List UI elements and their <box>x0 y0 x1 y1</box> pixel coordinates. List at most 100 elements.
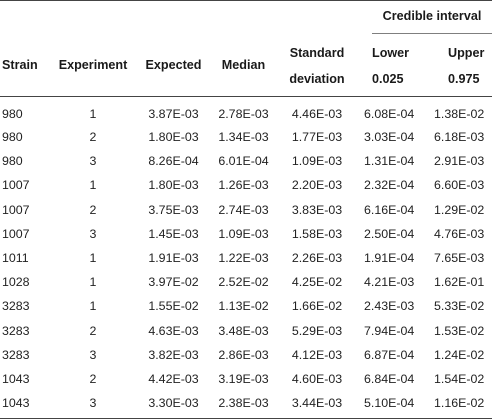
header-upper-line1: Upper <box>448 46 485 60</box>
cell-strain: 980 <box>2 154 23 169</box>
cell-experiment: 2 <box>89 130 97 145</box>
cell-upper: 5.33E-02 <box>434 299 485 314</box>
cell-upper: 4.76E-03 <box>434 226 485 241</box>
table-row: 1028 1 3.97E-02 2.52E-02 4.25E-02 4.21E-03 1.6… <box>0 270 492 294</box>
cell-median: 3.19E-03 <box>218 371 269 386</box>
cell-strain: 1007 <box>2 178 30 193</box>
cell-standard-deviation: 2.26E-03 <box>291 251 343 266</box>
header-standard-deviation: Standard deviation <box>276 34 358 97</box>
cell-upper: 1.54E-02 <box>434 371 485 386</box>
cell-experiment: 1 <box>89 275 97 290</box>
cell-lower: 4.21E-03 <box>364 275 415 290</box>
cell-lower: 6.84E-04 <box>364 371 415 386</box>
cell-expected: 3.82E-03 <box>148 347 199 362</box>
header-lower-line1: Lower <box>372 46 410 60</box>
cell-lower: 1.31E-04 <box>364 154 415 169</box>
cell-median: 2.38E-03 <box>211 391 276 419</box>
cell-median: 2.86E-03 <box>218 347 269 362</box>
header-spacer <box>0 0 358 34</box>
cell-standard-deviation: 4.12E-03 <box>291 347 343 362</box>
cell-experiment: 3 <box>89 347 97 362</box>
header-row-group: Credible interval <box>0 0 492 34</box>
table-row: 1011 1 1.91E-03 1.22E-03 2.26E-03 1.91E-04 7.6… <box>0 246 492 270</box>
cell-standard-deviation: 4.60E-03 <box>291 371 343 386</box>
cell-standard-deviation: 1.58E-03 <box>291 226 343 241</box>
cell-strain: 3283 <box>2 323 30 338</box>
cell-lower: 2.32E-04 <box>364 178 415 193</box>
cell-experiment: 1 <box>89 251 97 266</box>
cell-strain: 1043 <box>2 371 30 386</box>
cell-strain: 980 <box>2 107 23 121</box>
header-sd-line2: deviation <box>289 72 345 86</box>
cell-median: 1.09E-03 <box>218 226 269 241</box>
cell-upper: 2.91E-03 <box>434 154 485 169</box>
cell-standard-deviation: 1.77E-03 <box>291 130 343 145</box>
cell-experiment: 3 <box>50 391 136 419</box>
cell-upper: 1.24E-02 <box>434 347 485 362</box>
table-header: Credible interval Strain Experiment Expe… <box>0 0 492 97</box>
cell-experiment: 1 <box>89 107 97 121</box>
cell-experiment: 2 <box>89 371 97 386</box>
cell-upper: 6.18E-03 <box>434 130 485 145</box>
cell-median: 1.13E-02 <box>218 299 269 314</box>
cell-strain: 1007 <box>2 226 30 241</box>
cell-strain: 1007 <box>2 202 30 217</box>
cell-experiment: 3 <box>89 226 97 241</box>
table-row: 3283 1 1.55E-02 1.13E-02 1.66E-02 2.43E-03 5.3… <box>0 294 492 318</box>
cell-upper: 1.62E-01 <box>434 275 485 290</box>
cell-experiment: 1 <box>89 299 97 314</box>
header-strain: Strain <box>0 34 50 97</box>
cell-expected: 8.26E-04 <box>148 154 199 169</box>
header-upper-line2: 0.975 <box>448 72 480 86</box>
cell-experiment: 3 <box>89 154 97 169</box>
cell-expected: 1.55E-02 <box>148 299 199 314</box>
cell-lower: 3.03E-04 <box>364 130 415 145</box>
cell-standard-deviation: 2.20E-03 <box>291 178 343 193</box>
cell-upper: 1.53E-02 <box>434 323 485 338</box>
cell-expected: 1.80E-03 <box>148 130 199 145</box>
cell-expected: 3.97E-02 <box>148 275 199 290</box>
cell-median: 3.48E-03 <box>218 323 269 338</box>
cell-expected: 1.80E-03 <box>148 178 199 193</box>
cell-experiment: 1 <box>89 178 97 193</box>
cell-median: 1.22E-03 <box>218 251 269 266</box>
cell-lower: 6.87E-04 <box>364 347 415 362</box>
cell-strain: 1011 <box>2 251 29 266</box>
credible-interval-header: Credible interval <box>372 1 492 34</box>
cell-standard-deviation: 4.25E-02 <box>291 275 343 290</box>
table-row: 1007 3 1.45E-03 1.09E-03 1.58E-03 2.50E-04 4.7… <box>0 222 492 246</box>
cell-standard-deviation: 1.66E-02 <box>291 299 343 314</box>
header-upper: Upper 0.975 <box>428 34 492 97</box>
cell-standard-deviation: 3.44E-03 <box>276 391 358 419</box>
cell-standard-deviation: 1.09E-03 <box>291 154 343 169</box>
cell-strain: 980 <box>2 130 23 145</box>
cell-lower: 7.94E-04 <box>364 323 415 338</box>
cell-median: 6.01E-04 <box>218 154 269 169</box>
cell-standard-deviation: 5.29E-03 <box>291 323 343 338</box>
header-lower-line2: 0.025 <box>372 72 404 86</box>
cell-strain: 3283 <box>2 347 30 362</box>
cell-lower: 5.10E-04 <box>358 391 428 419</box>
header-cell-group: Credible interval <box>358 0 492 34</box>
cell-lower: 1.91E-04 <box>364 251 415 266</box>
cell-upper: 1.16E-02 <box>428 391 492 419</box>
cell-lower: 6.16E-04 <box>364 202 415 217</box>
cell-strain: 1028 <box>2 275 30 290</box>
table-row: 3283 2 4.63E-03 3.48E-03 5.29E-03 7.94E-04 1.5… <box>0 319 492 343</box>
header-experiment: Experiment <box>50 34 136 97</box>
cell-median: 2.78E-03 <box>218 107 269 121</box>
header-median: Median <box>211 34 276 97</box>
cell-standard-deviation: 4.46E-03 <box>291 107 343 121</box>
cell-lower: 2.43E-03 <box>364 299 415 314</box>
cell-upper: 1.38E-02 <box>434 107 485 121</box>
cell-upper: 1.29E-02 <box>434 202 485 217</box>
table-row: 1043 2 4.42E-03 3.19E-03 4.60E-03 6.84E-04 1.5… <box>0 367 492 391</box>
table-row: 1043 3 3.30E-03 2.38E-03 3.44E-03 5.10E-04 1.1… <box>0 391 492 419</box>
table-row: 1007 1 1.80E-03 1.26E-03 2.20E-03 2.32E-04 6.6… <box>0 173 492 197</box>
cell-expected: 3.30E-03 <box>136 391 211 419</box>
cell-median: 2.74E-03 <box>218 202 269 217</box>
table-row: 1007 2 3.75E-03 2.74E-03 3.83E-03 6.16E-04 1.2… <box>0 198 492 222</box>
cell-strain: 3283 <box>2 299 30 314</box>
cell-experiment: 2 <box>89 202 97 217</box>
